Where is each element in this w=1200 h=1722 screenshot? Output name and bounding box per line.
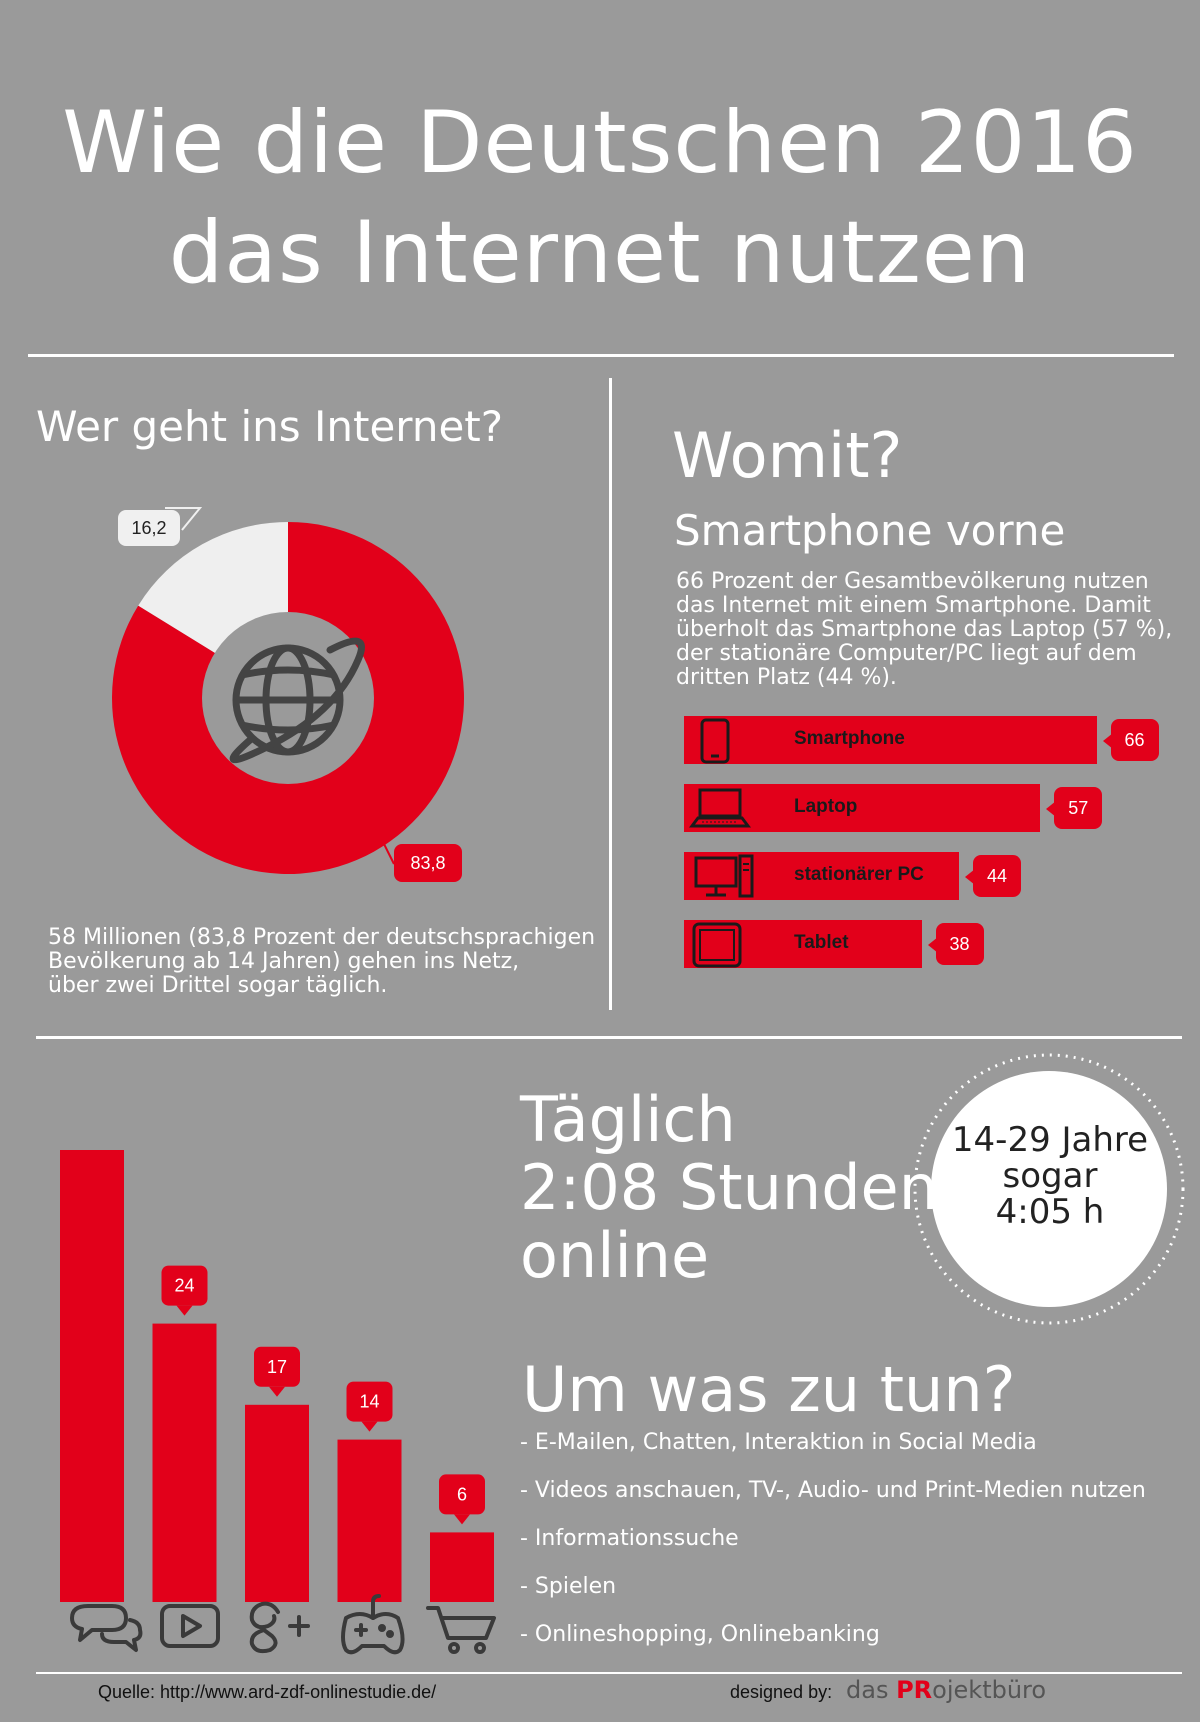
devices-subheading: Smartphone vorne: [674, 506, 1066, 555]
page-title: Wie die Deutschen 2016 das Internet nutz…: [0, 88, 1200, 308]
brand-logo: das PRojektbüro: [846, 1676, 1046, 1704]
youth-circle-dotted-ring: [913, 1053, 1185, 1325]
laptop-icon: [689, 788, 751, 828]
youth-circle-line-1: 14-29 Jahre: [951, 1120, 1149, 1160]
daily-line-1: Täglich: [520, 1083, 736, 1156]
device-bar-value: 44: [973, 855, 1021, 897]
brand-prefix: das: [846, 1676, 889, 1704]
donut-connector-offline: [165, 507, 203, 531]
source-text: Quelle: http://www.ard-zdf-onlinestudie.…: [98, 1682, 437, 1702]
activities-list: - E-Mailen, Chatten, Interaktion in Soci…: [520, 1430, 1146, 1670]
devices-description: 66 Prozent der Gesamtbevölkerung nutzen …: [676, 570, 1172, 690]
donut-chart: [112, 507, 464, 874]
devices-heading: Womit?: [672, 419, 903, 492]
chat-icon: [70, 1604, 143, 1652]
device-bar: [684, 852, 959, 900]
device-bar-value-pointer: [1046, 801, 1057, 817]
activity-item: - Informationssuche: [520, 1526, 739, 1551]
youth-circle-fill: [931, 1071, 1167, 1307]
device-bar-value-pointer: [965, 869, 975, 885]
activity-item: - Videos anschauen, TV-, Audio- und Prin…: [520, 1478, 1146, 1503]
activities-heading: Um was zu tun?: [522, 1353, 1016, 1426]
divider-top: [28, 354, 1174, 357]
activity-bar-badge-pointer: [454, 1514, 470, 1525]
video-icon: [160, 1604, 220, 1648]
devices-description-line: dritten Platz (44 %).: [676, 665, 897, 690]
who-description-line: Bevölkerung ab 14 Jahren) gehen ins Netz…: [48, 949, 520, 974]
activity-item: - Onlineshopping, Onlinebanking: [520, 1622, 880, 1647]
title-line-2: das Internet nutzen: [168, 203, 1032, 303]
who-description: 58 Millionen (83,8 Prozent der deutschsp…: [48, 926, 595, 998]
daily-usage-text: Täglich 2:08 Stunden online: [520, 1086, 938, 1290]
daily-line-2: 2:08 Stunden: [520, 1151, 938, 1224]
shopping-cart-icon: [426, 1606, 496, 1654]
device-bar: [684, 716, 1097, 764]
youth-circle-text: 14-29 Jahre sogar 4:05 h: [932, 1122, 1168, 1230]
device-bar-value: 57: [1054, 787, 1103, 829]
activity-bar-badge: [161, 1265, 208, 1306]
device-bar-label: stationärer PC: [794, 864, 924, 885]
divider-vertical: [609, 378, 612, 1010]
divider-middle: [36, 1036, 1182, 1039]
device-bar-value-pointer: [927, 937, 938, 953]
device-bar-value: 66: [1110, 719, 1159, 761]
brand-suffix: ojektbüro: [932, 1676, 1047, 1704]
activity-bar: [245, 1404, 309, 1602]
activity-bar-value: 24: [174, 1276, 194, 1296]
activity-bar-badge: [439, 1474, 485, 1515]
activity-bar: [337, 1439, 402, 1602]
smartphone-icon: [700, 718, 730, 764]
youth-circle: [913, 1053, 1185, 1325]
device-bar-label: Laptop: [794, 796, 858, 817]
device-bar-value-pointer: [1102, 733, 1113, 749]
donut-label-online: 83,8: [394, 844, 462, 882]
devices-description-line: der stationäre Computer/PC liegt auf dem: [676, 641, 1137, 666]
activity-bar-value: 6: [457, 1484, 467, 1504]
activity-bar: [430, 1532, 494, 1602]
activity-bar-badge: [346, 1381, 393, 1422]
activity-bar-badge-pointer: [361, 1421, 378, 1432]
devices-description-line: das Internet mit einem Smartphone. Damit: [676, 593, 1151, 618]
device-bar: [684, 784, 1041, 832]
activity-bar-badge: [254, 1346, 300, 1387]
daily-line-3: online: [520, 1219, 710, 1292]
device-bar-label: Smartphone: [794, 728, 905, 749]
gamepad-icon: [341, 1594, 405, 1655]
youth-circle-line-2: sogar: [1002, 1156, 1098, 1196]
desktop-pc-icon: [694, 854, 754, 898]
activity-bar-chart: 392417146: [60, 1150, 496, 1655]
activity-bar-badge-pointer: [269, 1386, 285, 1397]
google-plus-icon: [249, 1601, 310, 1654]
activity-bar-value: 14: [359, 1392, 379, 1412]
activity-item: - E-Mailen, Chatten, Interaktion in Soci…: [520, 1430, 1037, 1455]
device-bar-label: Tablet: [794, 932, 849, 953]
donut-connector-online: [374, 825, 395, 865]
divider-footer: [36, 1672, 1182, 1674]
activity-bar: [152, 1323, 217, 1602]
title-line-1: Wie die Deutschen 2016: [62, 93, 1138, 193]
devices-description-line: überholt das Smartphone das Laptop (57 %…: [676, 617, 1173, 642]
activity-bar-badge-pointer: [176, 1305, 193, 1316]
globe-icon: [229, 637, 365, 764]
who-description-line: 58 Millionen (83,8 Prozent der deutschsp…: [48, 925, 596, 950]
activity-bar-value: 17: [267, 1357, 287, 1377]
who-heading: Wer geht ins Internet?: [36, 402, 504, 451]
devices-description-line: 66 Prozent der Gesamtbevölkerung nutzen: [676, 569, 1149, 594]
who-description-line: über zwei Drittel sogar täglich.: [48, 973, 388, 998]
brand-pr: PR: [896, 1676, 933, 1704]
activity-bar: [60, 1150, 124, 1602]
tablet-icon: [692, 922, 742, 968]
donut-label-offline: 16,2: [118, 510, 180, 546]
youth-circle-line-3: 4:05 h: [995, 1192, 1105, 1232]
activity-item: - Spielen: [520, 1574, 617, 1599]
designed-by-label: designed by:: [730, 1682, 833, 1702]
device-bar-value: 38: [935, 923, 984, 965]
